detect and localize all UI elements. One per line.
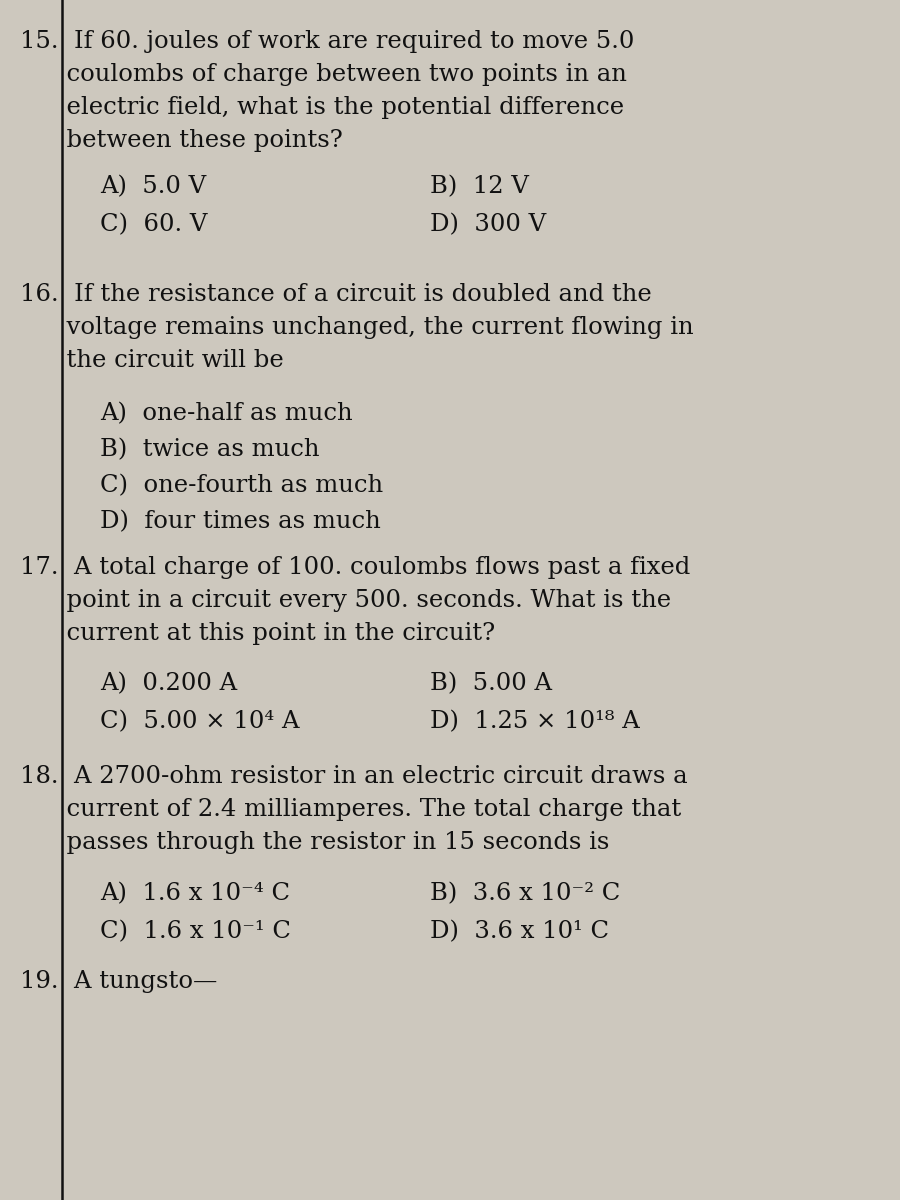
Text: 17.  A total charge of 100. coulombs flows past a fixed: 17. A total charge of 100. coulombs flow…	[20, 556, 690, 578]
Text: current at this point in the circuit?: current at this point in the circuit?	[20, 622, 495, 646]
Text: current of 2.4 milliamperes. The total charge that: current of 2.4 milliamperes. The total c…	[20, 798, 681, 821]
Text: A)  1.6 x 10⁻⁴ C: A) 1.6 x 10⁻⁴ C	[100, 882, 290, 905]
Text: B)  3.6 x 10⁻² C: B) 3.6 x 10⁻² C	[430, 882, 620, 905]
Text: D)  3.6 x 10¹ C: D) 3.6 x 10¹ C	[430, 920, 609, 943]
Text: A)  0.200 A: A) 0.200 A	[100, 672, 237, 695]
Text: B)  twice as much: B) twice as much	[100, 438, 320, 461]
Text: 19.  A tungsto—: 19. A tungsto—	[20, 970, 218, 994]
Text: 15.  If 60. joules of work are required to move 5.0: 15. If 60. joules of work are required t…	[20, 30, 634, 53]
Text: A)  5.0 V: A) 5.0 V	[100, 175, 206, 198]
Text: B)  12 V: B) 12 V	[430, 175, 529, 198]
Text: coulombs of charge between two points in an: coulombs of charge between two points in…	[20, 62, 627, 86]
Text: D)  1.25 × 10¹⁸ A: D) 1.25 × 10¹⁸ A	[430, 710, 640, 733]
Text: C)  60. V: C) 60. V	[100, 214, 207, 236]
Text: 16.  If the resistance of a circuit is doubled and the: 16. If the resistance of a circuit is do…	[20, 283, 652, 306]
Text: B)  5.00 A: B) 5.00 A	[430, 672, 552, 695]
Text: electric field, what is the potential difference: electric field, what is the potential di…	[20, 96, 624, 119]
Text: voltage remains unchanged, the current flowing in: voltage remains unchanged, the current f…	[20, 316, 694, 338]
Text: D)  300 V: D) 300 V	[430, 214, 546, 236]
Text: the circuit will be: the circuit will be	[20, 349, 284, 372]
Text: C)  1.6 x 10⁻¹ C: C) 1.6 x 10⁻¹ C	[100, 920, 291, 943]
Text: passes through the resistor in 15 seconds is: passes through the resistor in 15 second…	[20, 830, 609, 854]
Text: C)  5.00 × 10⁴ A: C) 5.00 × 10⁴ A	[100, 710, 300, 733]
Text: C)  one-fourth as much: C) one-fourth as much	[100, 474, 383, 497]
Text: A)  one-half as much: A) one-half as much	[100, 402, 353, 425]
Text: 18.  A 2700-ohm resistor in an electric circuit draws a: 18. A 2700-ohm resistor in an electric c…	[20, 766, 688, 788]
Text: D)  four times as much: D) four times as much	[100, 510, 381, 533]
Text: between these points?: between these points?	[20, 128, 343, 152]
Text: point in a circuit every 500. seconds. What is the: point in a circuit every 500. seconds. W…	[20, 589, 671, 612]
